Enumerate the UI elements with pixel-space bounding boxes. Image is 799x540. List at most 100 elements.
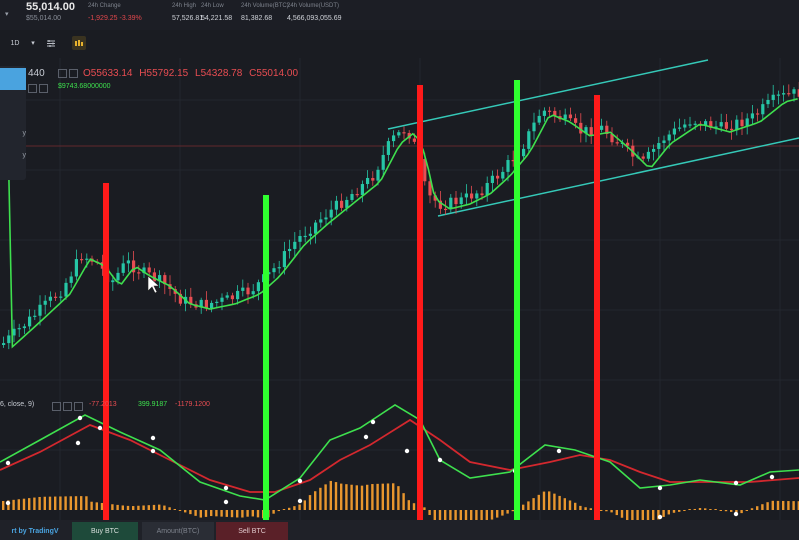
candle-body — [376, 169, 380, 181]
candle-body — [293, 241, 297, 249]
tradingview-credit[interactable]: rt by TradingV — [11, 527, 59, 535]
histogram-bar — [740, 510, 743, 514]
stat-value-high: 57,526.81 — [172, 15, 204, 22]
histogram-bar — [475, 510, 478, 526]
candle-body — [199, 299, 203, 308]
chart-type-icon[interactable] — [72, 36, 86, 50]
histogram-bar — [121, 505, 124, 510]
candle-body — [548, 110, 552, 112]
histogram-bar — [574, 502, 577, 510]
macd-close-icon[interactable] — [74, 402, 83, 411]
overlay-menu[interactable]: y y — [0, 66, 26, 180]
histogram-bar — [776, 500, 780, 510]
candle-body — [303, 235, 307, 238]
histogram-bar — [386, 483, 390, 510]
candle-body — [459, 197, 463, 205]
macd-hide-icon[interactable] — [63, 402, 72, 411]
menu-selected-item[interactable] — [0, 68, 26, 90]
candle-body — [475, 193, 479, 199]
open-value: 55633.14 — [90, 68, 133, 79]
ma-settings-icon[interactable] — [28, 84, 37, 93]
histogram-bar — [392, 483, 395, 510]
candle-body — [288, 248, 292, 252]
candle-body — [85, 258, 89, 260]
crossover-dot — [370, 419, 376, 425]
candle-body — [511, 160, 515, 162]
histogram-bar — [704, 508, 707, 510]
candle-body — [225, 295, 229, 298]
candle-body — [454, 197, 458, 205]
candle-body — [553, 110, 557, 117]
candle-body — [355, 194, 359, 196]
candle-body — [74, 259, 78, 277]
crossover-dot — [657, 485, 663, 491]
histogram-bar — [126, 505, 130, 510]
candle-body — [38, 304, 42, 316]
candle-body — [158, 275, 162, 282]
histogram-bar — [459, 510, 462, 530]
trend-channel — [387, 59, 799, 217]
macd-histogram — [2, 480, 799, 532]
histogram-bar — [355, 485, 358, 510]
histogram-bar — [293, 506, 296, 510]
histogram-bar — [454, 510, 457, 530]
histogram-bar — [433, 510, 436, 523]
crossover-dot — [150, 435, 156, 441]
histogram-bar — [428, 510, 431, 515]
histogram-bar — [397, 486, 400, 510]
candle-body — [646, 151, 650, 159]
interval-button[interactable]: 1D — [10, 39, 20, 47]
candle-body — [189, 296, 193, 305]
ma-value: $9743.68000000 — [58, 83, 111, 90]
ma-hide-icon[interactable] — [39, 84, 48, 93]
candle-body — [366, 177, 370, 185]
histogram-bar — [116, 504, 119, 510]
histogram-bar — [340, 483, 343, 510]
histogram-bar — [563, 498, 566, 510]
candle-body — [329, 209, 333, 218]
buy-button[interactable]: Buy BTC — [72, 522, 138, 540]
interval-dropdown-icon[interactable]: ▾ — [31, 40, 35, 47]
candle-body — [340, 200, 344, 208]
candle-body — [371, 177, 375, 181]
histogram-bar — [38, 496, 41, 510]
histogram-bar — [12, 499, 15, 510]
candle-body — [719, 122, 723, 127]
menu-item[interactable]: y — [22, 152, 27, 159]
indicators-icon[interactable] — [44, 36, 58, 50]
histogram-bar — [735, 510, 738, 513]
candle-body — [740, 119, 744, 127]
ticker-header: ▾ 55,014.00 $55,014.00 24h Change -1,929… — [0, 0, 799, 30]
candle-body — [116, 272, 120, 281]
histogram-bar — [792, 501, 795, 510]
candle-body — [667, 134, 671, 141]
histogram-bar — [553, 493, 556, 510]
histogram-bar — [464, 510, 468, 529]
amount-input[interactable]: Amount(BTC) — [142, 522, 214, 540]
crossover-dot — [150, 448, 156, 454]
mouse-cursor-icon — [147, 275, 160, 294]
histogram-bar — [724, 510, 728, 512]
histogram-bar — [558, 495, 561, 510]
legend-settings-icon[interactable] — [58, 69, 67, 78]
pair-caret-icon[interactable]: ▾ — [5, 11, 9, 18]
histogram-bar — [132, 506, 135, 510]
histogram-bar — [142, 505, 145, 510]
sell-button[interactable]: Sell BTC — [216, 522, 288, 540]
legend-hide-icon[interactable] — [69, 69, 78, 78]
candle-body — [59, 296, 63, 298]
candle-body — [43, 300, 47, 305]
histogram-bar — [147, 505, 150, 510]
menu-item[interactable]: y — [22, 130, 27, 137]
histogram-bar — [189, 510, 192, 515]
histogram-bar — [329, 480, 332, 510]
histogram-bar — [100, 502, 104, 510]
macd-settings-icon[interactable] — [52, 402, 61, 411]
candle-body — [360, 184, 364, 196]
candle-body — [792, 89, 796, 94]
candle-body — [787, 93, 791, 95]
histogram-bar — [184, 510, 187, 513]
histogram-bar — [485, 510, 488, 522]
histogram-bar — [360, 485, 364, 510]
